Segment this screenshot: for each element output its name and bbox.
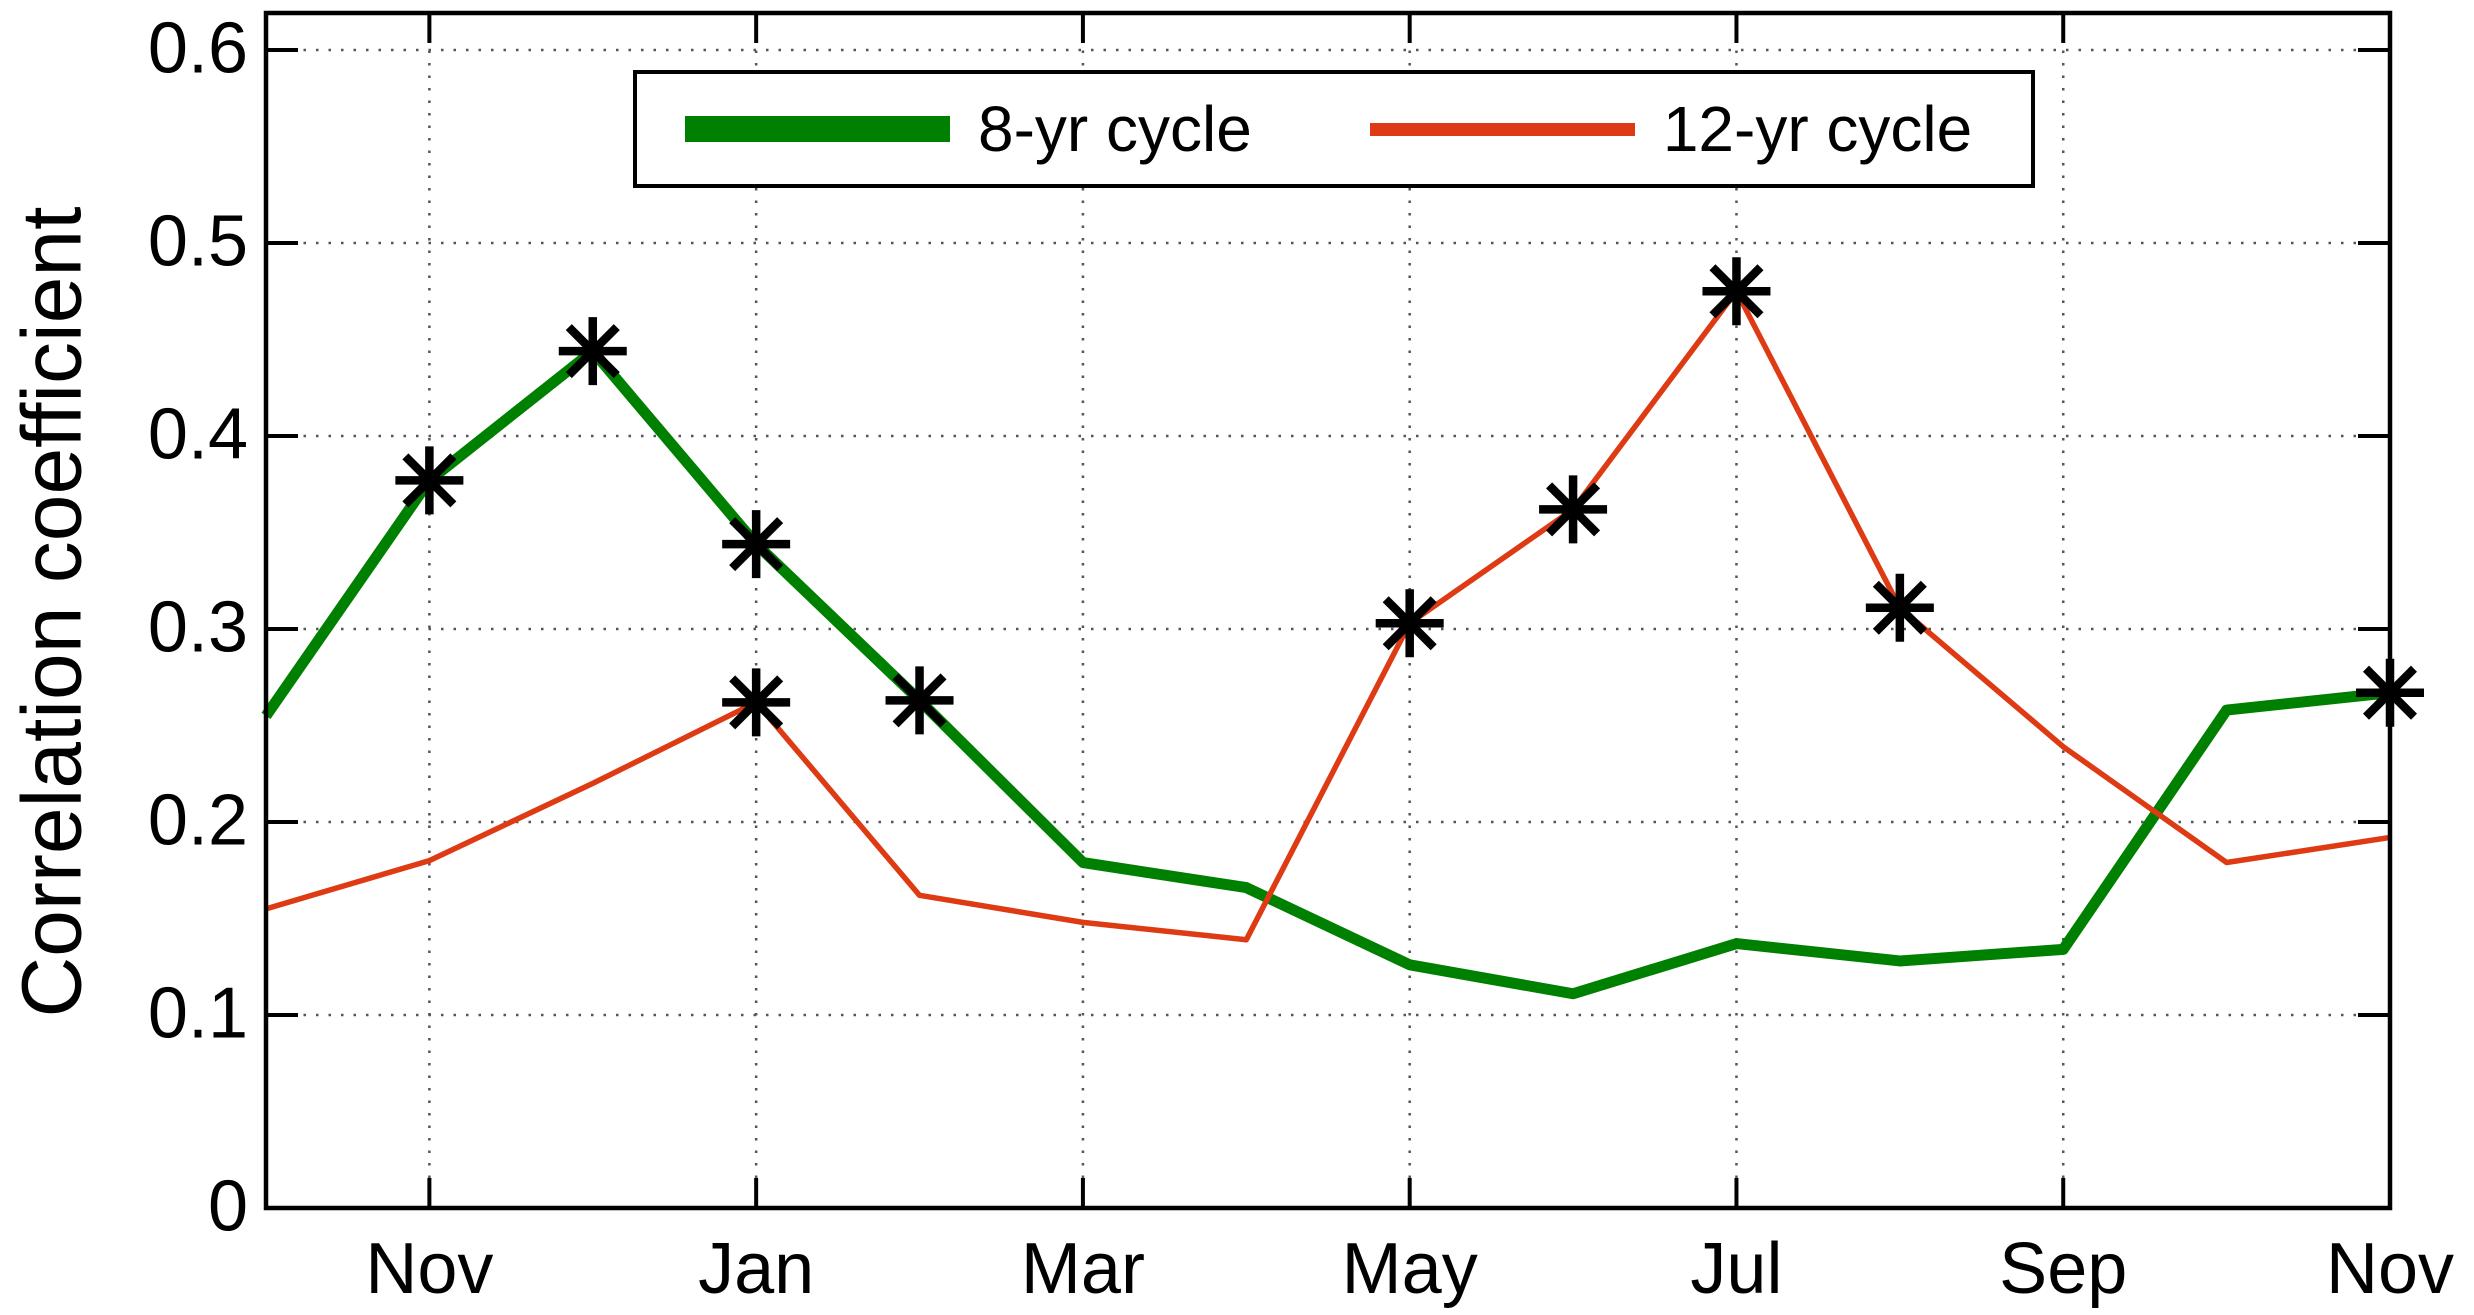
asterisk-marker xyxy=(1546,482,1601,537)
asterisk-marker xyxy=(1382,596,1437,651)
y-tick-label: 0.6 xyxy=(147,8,248,89)
y-tick-label: 0.3 xyxy=(147,587,248,668)
x-tick-label: Nov xyxy=(2325,1229,2455,1309)
legend-entry-12yr: 12-yr cycle xyxy=(1369,92,1973,166)
y-tick-label: 0.4 xyxy=(147,394,248,475)
x-tick-label: Jul xyxy=(1690,1229,1783,1309)
series-line-8-yr-cycle xyxy=(261,345,2391,1000)
legend-label-8yr-cycle: 8-yr cycle xyxy=(978,93,1252,165)
plot-frame xyxy=(263,10,2393,1211)
legend-box: 8-yr cycle 12-yr cycle xyxy=(633,70,2035,188)
asterisk-marker xyxy=(729,675,784,730)
asterisk-marker xyxy=(892,673,947,728)
legend-label-12yr-cycle: 12-yr cycle xyxy=(1662,93,1973,165)
x-tick-label: Sep xyxy=(1999,1229,2128,1309)
legend-swatch-12yr-cycle xyxy=(1369,122,1635,136)
x-tick-label: May xyxy=(1341,1229,1478,1309)
asterisk-marker xyxy=(402,453,457,508)
y-tick-label: 0 xyxy=(207,1166,248,1247)
asterisk-marker xyxy=(729,517,784,572)
asterisk-marker xyxy=(1709,264,1764,319)
x-tick-label: Jan xyxy=(698,1229,815,1309)
y-tick-label: 0.5 xyxy=(147,201,248,282)
x-tick-label: Mar xyxy=(1020,1229,1145,1309)
legend-entry-8yr: 8-yr cycle xyxy=(685,92,1252,166)
series-line-12-yr-cycle xyxy=(265,288,2391,943)
y-tick-label: 0.1 xyxy=(147,973,248,1054)
x-tick-label: Nov xyxy=(365,1229,494,1309)
asterisk-marker xyxy=(1872,580,1927,635)
legend-swatch-8yr-cycle xyxy=(685,116,950,142)
y-tick-label: 0.2 xyxy=(147,780,248,861)
asterisk-marker xyxy=(565,324,620,379)
